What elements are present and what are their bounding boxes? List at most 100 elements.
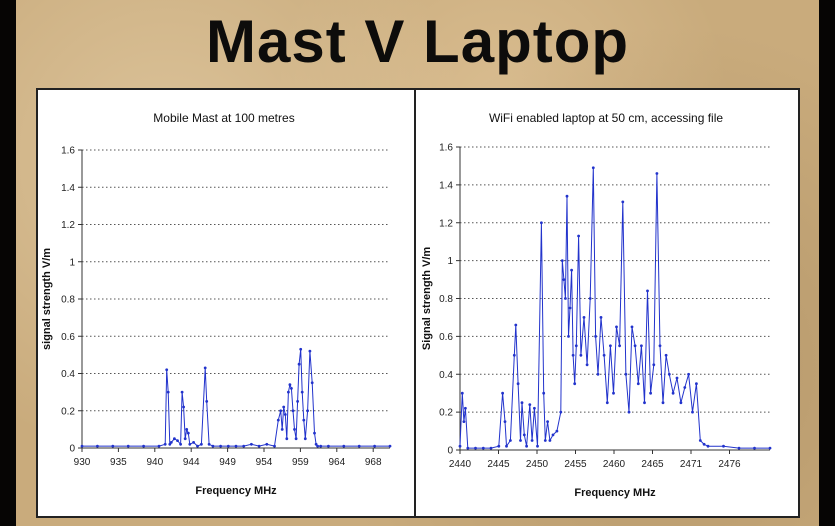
data-point <box>612 391 615 395</box>
data-point <box>567 335 570 338</box>
data-point <box>169 441 173 444</box>
data-point <box>373 444 376 448</box>
data-point <box>695 382 698 386</box>
data-point <box>313 431 316 435</box>
data-point <box>596 372 600 376</box>
data-point <box>679 401 683 405</box>
data-point <box>768 446 772 450</box>
data-point <box>737 446 741 450</box>
data-point <box>179 442 183 446</box>
data-point <box>602 353 606 357</box>
data-point <box>211 444 215 448</box>
data-point <box>279 409 283 413</box>
data-point <box>186 431 190 435</box>
x-tick-label: 2455 <box>564 459 587 470</box>
data-point <box>646 289 649 293</box>
data-point <box>460 391 464 395</box>
data-point <box>185 428 189 431</box>
data-point <box>522 433 526 437</box>
x-tick-label: 2465 <box>641 459 664 470</box>
data-point <box>203 366 207 370</box>
data-point <box>698 439 702 442</box>
y-tick-label: 1.6 <box>439 143 453 154</box>
data-point <box>509 439 512 442</box>
x-tick-label: 964 <box>328 457 345 468</box>
data-point <box>605 401 609 405</box>
data-point <box>306 409 309 413</box>
x-tick-label: 954 <box>256 457 273 468</box>
data-point <box>594 335 597 338</box>
x-tick-label: 949 <box>219 457 236 468</box>
data-point <box>520 401 524 405</box>
data-point <box>163 442 167 446</box>
data-point <box>182 405 186 409</box>
panel-divider <box>414 88 416 516</box>
data-point <box>661 401 665 405</box>
x-tick-label: 968 <box>365 457 382 468</box>
data-point <box>687 372 690 376</box>
data-point <box>505 444 508 448</box>
x-axis-label: Frequency MHz <box>195 485 277 497</box>
charts-frame <box>36 88 800 518</box>
data-point <box>609 344 612 348</box>
y-tick-label: 1 <box>447 256 453 267</box>
data-point <box>303 437 307 441</box>
data-point <box>192 441 196 444</box>
data-point <box>542 391 546 395</box>
data-point <box>497 444 501 448</box>
data-point <box>536 444 539 448</box>
x-tick-label: 935 <box>110 457 127 468</box>
data-point <box>489 446 493 450</box>
data-point <box>577 234 580 238</box>
data-point <box>183 437 187 441</box>
data-point <box>188 442 192 446</box>
data-point <box>658 344 662 348</box>
data-point <box>273 444 276 448</box>
data-point <box>300 390 304 394</box>
data-point <box>621 200 625 204</box>
y-tick-label: 1.2 <box>439 218 453 229</box>
y-tick-label: 1 <box>69 257 75 268</box>
right-black-border <box>819 0 835 526</box>
data-point <box>591 166 595 170</box>
data-point <box>702 442 706 446</box>
y-tick-label: 1.2 <box>61 220 75 231</box>
data-point <box>560 259 564 262</box>
data-point <box>474 446 477 450</box>
data-point <box>288 383 292 387</box>
x-tick-label: 940 <box>146 457 163 468</box>
x-tick-label: 2471 <box>680 459 703 470</box>
data-point <box>516 382 520 386</box>
data-point <box>293 428 296 431</box>
data-point <box>357 444 361 448</box>
data-point <box>458 444 462 448</box>
data-point <box>308 349 312 353</box>
data-point <box>753 446 756 450</box>
data-point <box>200 442 203 446</box>
chart-wifi-laptop: WiFi enabled laptop at 50 cm, accessing … <box>421 111 772 499</box>
data-point <box>570 268 573 272</box>
data-point <box>205 400 209 403</box>
data-point <box>667 372 671 376</box>
data-point <box>285 437 289 441</box>
data-point <box>533 406 536 410</box>
data-point <box>540 221 543 225</box>
data-point <box>543 439 547 442</box>
chart-mobile-mast: Mobile Mast at 100 metres 0 0.2 0.4 0.6 0.8 1 1… <box>41 111 392 497</box>
y-tick-label: 0 <box>447 446 453 457</box>
x-tick-label: 2476 <box>718 459 741 470</box>
y-tick-label: 0.2 <box>439 408 453 419</box>
y-tick-label: 0.8 <box>439 294 453 305</box>
y-tick-label: 0 <box>69 444 75 455</box>
data-point <box>525 444 528 448</box>
left-black-border <box>0 0 16 526</box>
data-point <box>706 444 710 448</box>
data-point <box>519 439 522 442</box>
slide-title: Mast V Laptop <box>205 8 629 75</box>
data-point <box>319 444 323 448</box>
data-point <box>582 316 586 319</box>
data-point <box>299 347 303 351</box>
x-tick-label: 944 <box>183 457 200 468</box>
data-point <box>173 437 176 441</box>
data-point <box>624 372 628 376</box>
